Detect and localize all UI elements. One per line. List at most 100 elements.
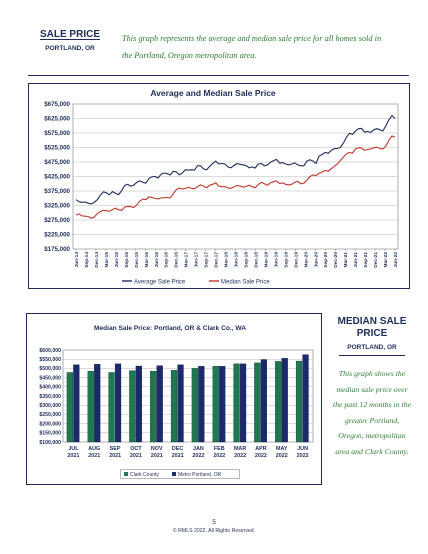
page-number: 5 <box>212 519 216 526</box>
bar-chart-y-axis: $100,000 $150,000 $200,000 $250,000 $300,000… <box>39 348 61 446</box>
y-tick-label: $500,000 <box>39 366 61 372</box>
x-tick-label: Mar-16 <box>144 252 150 268</box>
y-tick-label: $625,000 <box>44 116 70 123</box>
x-tick-label-month: AUG <box>88 446 100 452</box>
y-tick-label: $375,000 <box>44 188 70 195</box>
bar-metro-portland-or <box>239 363 247 443</box>
x-tick-label: Mar-20 <box>303 252 309 268</box>
x-tick-label-year: 2022 <box>192 453 204 459</box>
series-line-median-sale-price <box>75 135 396 219</box>
x-tick-label: Jun-15 <box>114 252 120 268</box>
y-tick-label: $425,000 <box>44 174 70 181</box>
x-tick-label: Jun-22 <box>393 252 399 268</box>
bar-metro-portland-or <box>177 364 184 443</box>
bar-metro-portland-or <box>114 363 122 443</box>
header-divider <box>28 75 409 76</box>
y-tick-label: $475,000 <box>44 159 70 166</box>
side-panel-divider <box>339 355 405 356</box>
bar-metro-portland-or <box>198 366 205 443</box>
bar-clark-county <box>66 372 73 443</box>
x-tick-label: Sep-20 <box>323 252 329 268</box>
y-tick-label: $675,000 <box>44 101 70 108</box>
legend-portland-swatch <box>172 472 176 476</box>
legend-clark-swatch <box>124 472 128 476</box>
x-tick-label: Sep-18 <box>243 252 249 268</box>
line-chart-series <box>75 115 396 219</box>
x-tick-label: Sep-19 <box>283 252 289 268</box>
x-tick-label-month: NOV <box>151 446 163 452</box>
x-tick-label-year: 2022 <box>276 453 288 459</box>
y-tick-label: $600,000 <box>39 348 61 354</box>
bar-chart-grid <box>62 349 314 443</box>
line-chart-panel: Average and Median Sale Price $175,000 $2… <box>28 83 410 289</box>
x-tick-label: Dec-16 <box>174 252 180 268</box>
bar-chart: Median Sale Price: Portland, OR & Clark … <box>39 325 314 479</box>
bar-clark-county <box>254 362 261 443</box>
y-tick-label: $350,000 <box>39 394 61 400</box>
x-tick-label-year: 2021 <box>109 453 121 459</box>
bar-metro-portland-or <box>260 359 267 443</box>
side-panel-description: This graph shows the median sale price o… <box>332 369 412 456</box>
legend-clark-label: Clark County <box>130 472 159 478</box>
bar-chart-title: Median Sale Price: Portland, OR & Clark … <box>94 325 246 332</box>
bar-metro-portland-or <box>73 364 80 443</box>
x-tick-label: Jun-17 <box>194 252 200 268</box>
y-tick-label: $550,000 <box>39 357 61 363</box>
x-tick-label-year: 2022 <box>213 453 225 459</box>
x-tick-label-year: 2021 <box>172 453 184 459</box>
x-tick-label: Sep-16 <box>164 252 170 268</box>
page-description: This graph represents the average and me… <box>122 34 382 60</box>
legend-average-label: Average Sale Price <box>134 280 186 286</box>
x-tick-label-year: 2021 <box>67 453 79 459</box>
y-tick-label: $525,000 <box>44 145 70 152</box>
line-chart-grid <box>72 103 399 250</box>
y-tick-label: $150,000 <box>39 431 61 437</box>
bar-clark-county <box>233 363 240 443</box>
x-tick-label: Dec-19 <box>293 252 299 268</box>
x-tick-label: Mar-19 <box>263 252 269 268</box>
x-tick-label-month: MAR <box>234 446 246 452</box>
x-tick-label: Dec-17 <box>214 252 220 268</box>
side-panel-title: MEDIAN SALE PRICE <box>337 316 407 339</box>
x-tick-label: Sep-15 <box>124 252 130 268</box>
x-tick-label-year: 2022 <box>255 453 267 459</box>
y-tick-label: $200,000 <box>39 421 61 427</box>
line-chart-y-axis: $175,000 $225,000 $275,000 $325,000 $375,000… <box>44 101 70 253</box>
x-tick-label: Dec-15 <box>134 252 140 268</box>
y-tick-label: $225,000 <box>44 232 70 239</box>
bar-clark-county <box>295 360 303 443</box>
x-tick-label-month: JAN <box>193 446 204 452</box>
x-tick-label: Sep-17 <box>204 252 210 268</box>
line-chart: Average and Median Sale Price $175,000 $2… <box>44 88 399 286</box>
y-tick-label: $575,000 <box>44 130 70 137</box>
x-tick-label: Dec-20 <box>333 252 339 268</box>
y-tick-label: $175,000 <box>44 246 70 253</box>
line-chart-title: Average and Median Sale Price <box>150 88 276 98</box>
bar-chart-bars <box>66 354 309 443</box>
line-chart-legend: Average Sale Price Median Sale Price <box>122 280 270 286</box>
x-tick-label-month: SEP <box>110 446 121 452</box>
bar-chart-panel: Median Sale Price: Portland, OR & Clark … <box>26 313 322 485</box>
page-subtitle: PORTLAND, OR <box>45 45 95 52</box>
x-tick-label-year: 2021 <box>130 453 142 459</box>
x-tick-label: Jun-21 <box>353 252 359 268</box>
x-tick-label: Dec-18 <box>253 252 259 268</box>
bar-clark-county <box>170 370 178 443</box>
x-tick-label-year: 2021 <box>88 453 100 459</box>
bar-metro-portland-or <box>156 365 163 443</box>
side-panel-subtitle: PORTLAND, OR <box>347 344 397 351</box>
bar-metro-portland-or <box>302 354 309 443</box>
x-tick-label: Jun-20 <box>313 252 319 268</box>
line-chart-x-axis: Jun-14 Sep-14 Dec-14 Mar-15 Jun-15 Sep-15 Dec-… <box>74 249 399 268</box>
bar-metro-portland-or <box>135 365 142 443</box>
bar-clark-county <box>150 371 157 443</box>
bar-chart-legend: Clark County Metro Portland, OR <box>120 469 240 479</box>
bar-clark-county <box>129 370 136 443</box>
bar-metro-portland-or <box>94 364 101 443</box>
legend-median-label: Median Sale Price <box>221 280 270 286</box>
bar-chart-x-axis: JUL2021AUG2021SEP2021OCT2021NOV2021DEC20… <box>67 446 308 459</box>
bar-metro-portland-or <box>281 358 288 443</box>
x-tick-label-year: 2022 <box>297 453 309 459</box>
y-tick-label: $100,000 <box>39 440 61 446</box>
y-tick-label: $400,000 <box>39 385 61 391</box>
